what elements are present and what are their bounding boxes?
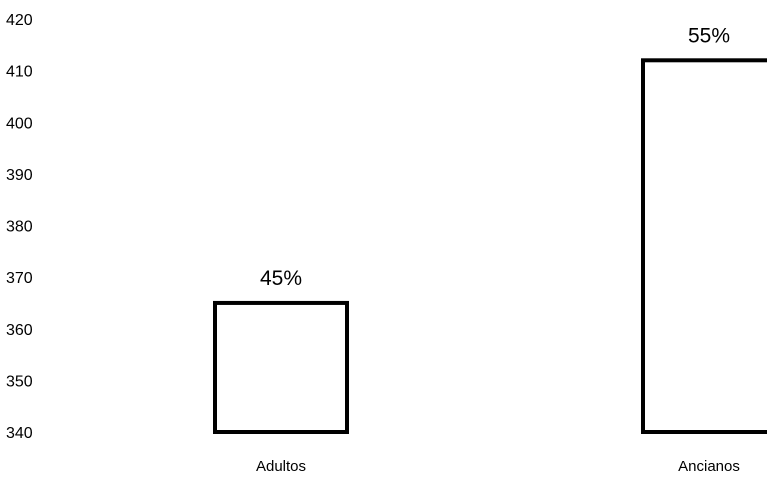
data-label: 45%	[260, 267, 302, 290]
y-tick-label: 350	[6, 373, 33, 390]
bar-ancianos	[641, 58, 767, 435]
y-tick-label: 380	[6, 219, 33, 236]
y-tick-label: 410	[6, 64, 33, 81]
x-category-label: Ancianos	[678, 458, 740, 475]
y-tick-label: 400	[6, 115, 33, 132]
bars	[213, 58, 767, 435]
x-category-label: Adultos	[256, 458, 306, 475]
data-label: 55%	[688, 24, 730, 47]
y-tick-label: 360	[6, 322, 33, 339]
x-axis-category-labels: Adultos Ancianos	[256, 458, 740, 475]
bar-adultos	[213, 300, 349, 434]
y-tick-label: 390	[6, 167, 33, 184]
y-tick-label: 370	[6, 270, 33, 287]
data-labels: 45% 55%	[260, 24, 730, 290]
y-axis-tick-labels: 340 350 360 370 380 390 400 410 420	[6, 12, 33, 442]
y-tick-label: 340	[6, 425, 33, 442]
y-tick-label: 420	[6, 12, 33, 29]
